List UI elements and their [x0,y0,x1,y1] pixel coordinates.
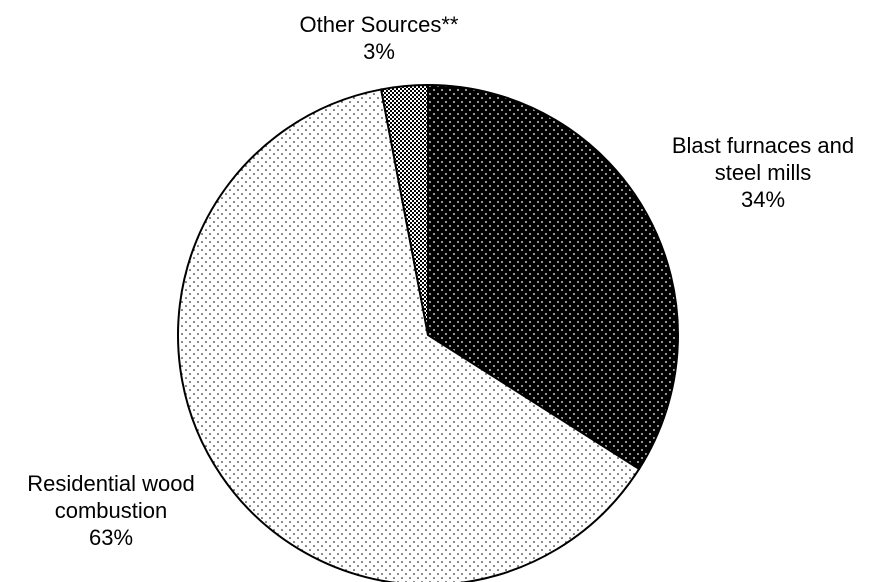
slice-name-line-residential-wood: Residential wood [27,471,195,496]
slice-percent-blast-furnaces: 34% [741,187,785,212]
pie-slice-residential-wood [177,88,641,582]
pie-slice-blast-furnaces [427,83,679,471]
slice-percent-other-sources: 3% [363,39,395,64]
slice-percent-residential-wood: 63% [89,525,133,550]
slice-name-line-blast-furnaces: steel mills [715,160,812,185]
slice-labels: Blast furnaces and steel mills 34% Resident… [27,12,854,550]
slice-label-other-sources: Other Sources** 3% [300,12,459,64]
slice-label-residential-wood: Residential wood combustion 63% [27,471,195,550]
pie-slice-other-sources [379,83,429,336]
slice-name-line-residential-wood: combustion [55,498,168,523]
slice-name-line-blast-furnaces: Blast furnaces and [672,133,854,158]
slice-label-blast-furnaces: Blast furnaces and steel mills 34% [672,133,854,212]
pie-slices [177,83,679,582]
slice-name-line-other-sources: Other Sources** [300,12,459,37]
